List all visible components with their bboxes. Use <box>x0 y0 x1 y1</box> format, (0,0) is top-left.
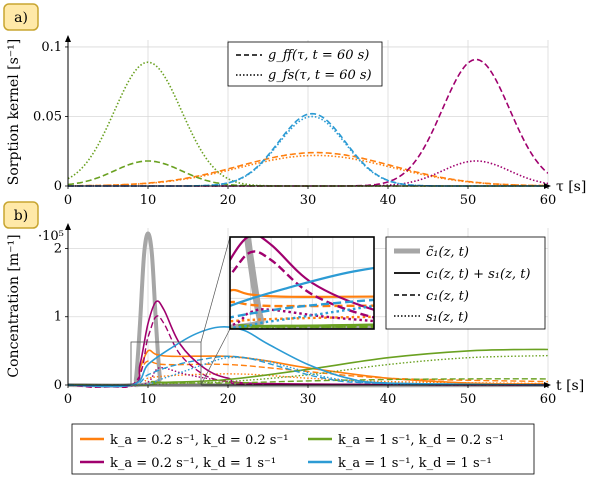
inset-curve-magenta-solid <box>230 237 374 311</box>
x-tick-label: 0 <box>64 392 72 407</box>
x-tick-label: 20 <box>220 193 237 208</box>
panel-a-y-label: Sorption kernel [s⁻¹] <box>6 39 22 185</box>
panel-b-legend: c̃₁(z, t) c₁(z, t) + s₁(z, t) c₁(z, t) s… <box>385 236 546 330</box>
kernel-green-dotted <box>68 61 548 187</box>
legend-magenta: k_a = 0.2 s⁻¹, k_d = 1 s⁻¹ <box>110 456 276 471</box>
y-tick-label: 1 <box>54 310 62 325</box>
x-tick-label: 20 <box>220 392 237 407</box>
legend-ctilde: c̃₁(z, t) <box>426 245 469 260</box>
kernel-magenta-dotted <box>68 160 548 187</box>
panel-b-x-label: t [s] <box>556 378 584 394</box>
panel-a-x-label: τ [s] <box>556 179 586 195</box>
x-tick-label: 40 <box>380 392 397 407</box>
panel-a-ticks: 0 10 20 30 40 50 60 0 0.05 0.1 <box>33 40 556 208</box>
legend-orange: k_a = 0.2 s⁻¹, k_d = 0.2 s⁻¹ <box>110 433 289 448</box>
y-tick-label: 0 <box>54 179 62 194</box>
x-tick-label: 60 <box>540 392 557 407</box>
svg-text:b): b) <box>14 208 28 224</box>
curve-green-dotted <box>68 354 548 386</box>
kernel-orange-dashed <box>68 151 548 187</box>
x-tick-label: 50 <box>460 193 477 208</box>
x-tick-label: 30 <box>300 193 317 208</box>
y-tick-label: 2 <box>54 241 62 256</box>
legend-s: s₁(z, t) <box>426 310 468 325</box>
legend-green: k_a = 1 s⁻¹, k_d = 0.2 s⁻¹ <box>338 433 504 448</box>
legend-gff: g_ff(τ, t = 60 s) <box>268 48 369 63</box>
panel-a-badge: a) <box>3 3 39 31</box>
panel-b-y-label: Concentration [m⁻¹] <box>6 234 22 377</box>
legend-c: c₁(z, t) <box>426 289 469 304</box>
kernel-orange-dotted <box>68 154 548 187</box>
x-tick-label: 10 <box>140 193 157 208</box>
x-tick-label: 30 <box>300 392 317 407</box>
curve-orange-dotted <box>68 373 548 387</box>
panel-a-legend: g_ff(τ, t = 60 s) g_fs(τ, t = 60 s) <box>227 41 383 87</box>
inset-plot <box>229 236 375 330</box>
x-tick-label: 0 <box>64 193 72 208</box>
panel-a: 0 10 20 30 40 50 60 0 0.05 0.1 τ [s] Sorption ker… <box>3 3 586 208</box>
x-tick-label: 40 <box>380 193 397 208</box>
x-tick-label: 50 <box>460 392 477 407</box>
panel-b-ticks: 0 10 20 30 40 50 60 0 1 2 <box>54 241 557 407</box>
inset-curve-magenta-dashed <box>230 250 374 319</box>
zoom-region <box>130 341 202 386</box>
y-tick-label: 0 <box>54 378 62 393</box>
y-tick-label: 0.05 <box>33 109 62 124</box>
bottom-legend: k_a = 0.2 s⁻¹, k_d = 0.2 s⁻¹ k_a = 1 s⁻¹… <box>71 423 535 475</box>
legend-gfs: g_fs(τ, t = 60 s) <box>268 68 372 83</box>
svg-text:a): a) <box>14 10 28 26</box>
x-tick-label: 10 <box>140 392 157 407</box>
y-tick-label: 0.1 <box>41 40 62 55</box>
x-tick-label: 60 <box>540 193 557 208</box>
panel-b-multiplier: ·10⁵ <box>38 229 64 244</box>
panel-b: 0 10 20 30 40 50 60 0 1 2 t [s] Concentration [m⁻… <box>3 201 584 407</box>
legend-blue: k_a = 1 s⁻¹, k_d = 1 s⁻¹ <box>338 456 492 471</box>
legend-c-plus-s: c₁(z, t) + s₁(z, t) <box>426 267 531 282</box>
panel-b-badge: b) <box>3 201 39 229</box>
